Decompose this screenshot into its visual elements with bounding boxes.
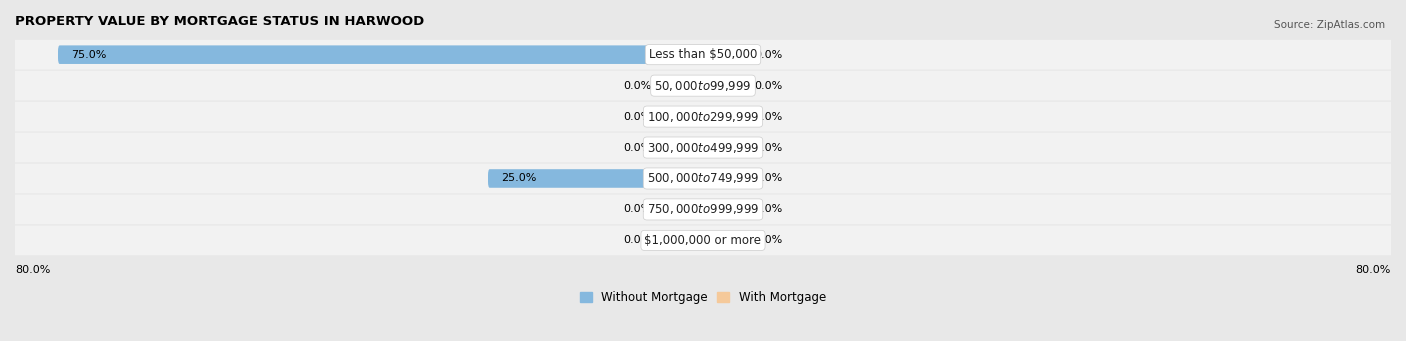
Text: $1,000,000 or more: $1,000,000 or more — [644, 234, 762, 247]
FancyBboxPatch shape — [703, 138, 747, 157]
Text: $100,000 to $299,999: $100,000 to $299,999 — [647, 109, 759, 123]
FancyBboxPatch shape — [703, 107, 747, 126]
Text: Less than $50,000: Less than $50,000 — [648, 48, 758, 61]
Text: $750,000 to $999,999: $750,000 to $999,999 — [647, 203, 759, 217]
Text: 75.0%: 75.0% — [70, 50, 107, 60]
Text: 80.0%: 80.0% — [15, 265, 51, 275]
Text: 0.0%: 0.0% — [755, 235, 783, 246]
Text: 0.0%: 0.0% — [755, 174, 783, 183]
FancyBboxPatch shape — [659, 231, 703, 250]
Text: 0.0%: 0.0% — [623, 235, 651, 246]
Text: Source: ZipAtlas.com: Source: ZipAtlas.com — [1274, 20, 1385, 30]
Text: 0.0%: 0.0% — [623, 112, 651, 122]
Text: 0.0%: 0.0% — [755, 205, 783, 214]
FancyBboxPatch shape — [703, 169, 747, 188]
FancyBboxPatch shape — [58, 45, 703, 64]
FancyBboxPatch shape — [659, 76, 703, 95]
FancyBboxPatch shape — [659, 138, 703, 157]
Text: $500,000 to $749,999: $500,000 to $749,999 — [647, 172, 759, 186]
FancyBboxPatch shape — [703, 76, 747, 95]
FancyBboxPatch shape — [11, 102, 1395, 131]
FancyBboxPatch shape — [488, 169, 703, 188]
Text: $300,000 to $499,999: $300,000 to $499,999 — [647, 140, 759, 154]
FancyBboxPatch shape — [11, 164, 1395, 193]
Text: 0.0%: 0.0% — [755, 80, 783, 91]
FancyBboxPatch shape — [659, 200, 703, 219]
FancyBboxPatch shape — [703, 200, 747, 219]
Text: 80.0%: 80.0% — [1355, 265, 1391, 275]
FancyBboxPatch shape — [11, 225, 1395, 255]
Text: 0.0%: 0.0% — [623, 143, 651, 152]
Text: 25.0%: 25.0% — [501, 174, 536, 183]
Text: 0.0%: 0.0% — [755, 112, 783, 122]
Text: PROPERTY VALUE BY MORTGAGE STATUS IN HARWOOD: PROPERTY VALUE BY MORTGAGE STATUS IN HAR… — [15, 15, 425, 28]
Text: $50,000 to $99,999: $50,000 to $99,999 — [654, 79, 752, 93]
FancyBboxPatch shape — [11, 40, 1395, 70]
Text: 0.0%: 0.0% — [623, 205, 651, 214]
FancyBboxPatch shape — [703, 45, 747, 64]
FancyBboxPatch shape — [659, 107, 703, 126]
Text: 0.0%: 0.0% — [755, 50, 783, 60]
FancyBboxPatch shape — [11, 195, 1395, 224]
FancyBboxPatch shape — [703, 231, 747, 250]
Legend: Without Mortgage, With Mortgage: Without Mortgage, With Mortgage — [581, 291, 825, 304]
FancyBboxPatch shape — [11, 133, 1395, 162]
Text: 0.0%: 0.0% — [755, 143, 783, 152]
FancyBboxPatch shape — [11, 71, 1395, 101]
Text: 0.0%: 0.0% — [623, 80, 651, 91]
